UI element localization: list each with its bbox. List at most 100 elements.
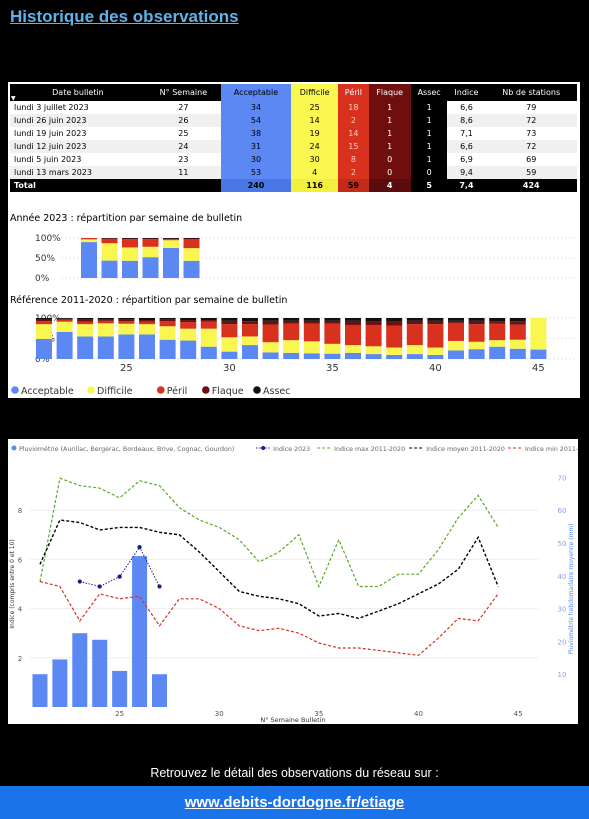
bar-segment <box>303 341 320 354</box>
table-row: lundi 19 juin 2023 25 38 19 14 1 1 7,1 7… <box>10 127 577 140</box>
bar-segment <box>427 347 444 355</box>
bar-segment <box>303 320 320 324</box>
footer-bar: www.debits-dordogne.fr/etiage <box>0 786 589 819</box>
indice-2023-point <box>97 584 102 589</box>
bar-segment <box>81 239 97 243</box>
cell-indice: 6,6 <box>447 140 486 153</box>
cell-acceptable: 54 <box>220 114 292 127</box>
bar-segment <box>283 340 300 353</box>
bar-segment <box>118 318 135 320</box>
bar-segment <box>56 318 73 320</box>
bar-segment <box>122 260 138 278</box>
bar-segment <box>427 318 444 321</box>
legend-label: Indice moyen 2011-2020 <box>426 446 505 453</box>
bar-segment <box>77 321 94 325</box>
column-header-peril[interactable]: Péril <box>338 84 369 101</box>
y-tick-label: 8 <box>18 507 22 515</box>
cell-peril: 8 <box>338 153 369 166</box>
bar-segment <box>139 324 155 335</box>
column-header-date[interactable]: Date bulletin <box>10 84 146 101</box>
y2-tick-label: 30 <box>558 606 567 614</box>
bar-segment <box>406 345 423 355</box>
bar-segment <box>180 340 197 359</box>
bar-segment <box>345 320 361 325</box>
bar-segment <box>489 323 506 341</box>
bar-segment <box>489 340 506 347</box>
indice-2023-point <box>77 579 82 584</box>
bar-segment <box>180 320 197 323</box>
bar-segment <box>345 352 361 359</box>
cell-difficile: 25 <box>291 101 339 114</box>
bar-segment <box>159 321 176 327</box>
bar-segment <box>262 324 279 343</box>
bar-segment <box>122 247 138 261</box>
sort-desc-icon[interactable]: ▼ <box>11 95 16 102</box>
bar-segment <box>242 345 258 359</box>
cell-total-assec: 5 <box>410 179 448 192</box>
bar-segment <box>530 318 547 350</box>
cell-semaine: 24 <box>145 140 221 153</box>
bar-segment <box>221 320 238 325</box>
bar-segment <box>97 323 114 337</box>
x-tick-label: 30 <box>223 363 236 374</box>
rain-bar <box>92 639 108 707</box>
bar-segment <box>56 318 73 319</box>
bar-segment <box>242 321 258 325</box>
legend-label: Acceptable <box>21 386 74 397</box>
y-tick-label: 100% <box>35 234 61 244</box>
bar-segment <box>386 354 403 359</box>
bar-segment <box>468 320 485 325</box>
bar-segment <box>489 321 506 324</box>
legend-label: Indice 2023 <box>273 446 310 453</box>
column-header-stations[interactable]: Nb de stations <box>485 84 577 101</box>
table-row: lundi 26 juin 2023 26 54 14 2 1 1 8,6 72 <box>10 114 577 127</box>
column-header-semaine[interactable]: N° Semaine <box>145 84 221 101</box>
x-tick-label: 25 <box>115 710 124 718</box>
bar-segment <box>468 318 485 321</box>
legend-marker <box>11 386 19 394</box>
bar-segment <box>36 324 52 339</box>
cell-peril: 15 <box>338 140 369 153</box>
footer-text: Retrouvez le détail des observations du … <box>150 766 439 780</box>
bar-segment <box>101 243 118 261</box>
bar-segment <box>101 238 118 239</box>
bar-segment <box>448 322 464 341</box>
bar-segment <box>183 239 200 249</box>
bar-segment <box>163 239 179 241</box>
bar-segment <box>448 318 464 321</box>
column-header-acceptable[interactable]: Acceptable <box>220 84 292 101</box>
bar-segment <box>97 320 114 324</box>
bar-segment <box>200 328 217 347</box>
observations-table: Date bulletin N° Semaine Acceptable Diff… <box>10 84 577 192</box>
cell-indice: 8,6 <box>447 114 486 127</box>
cell-acceptable: 30 <box>220 153 292 166</box>
indice-2023-point <box>117 574 122 579</box>
chart-2023-title: Année 2023 : répartition par semaine de … <box>10 213 243 224</box>
cell-difficile: 19 <box>291 127 339 140</box>
column-header-indice[interactable]: Indice <box>447 84 486 101</box>
legend-label: Pluviométrie (Aurillac, Bergerac, Bordea… <box>19 445 234 453</box>
bar-segment <box>448 340 464 351</box>
column-header-assec[interactable]: Assec <box>410 84 448 101</box>
bar-segment <box>489 318 506 322</box>
cell-total-acceptable: 240 <box>220 179 292 192</box>
bar-segment <box>77 319 94 322</box>
bar-segment <box>324 318 341 321</box>
y-tick-label: 0% <box>35 355 50 365</box>
bar-segment <box>97 318 114 320</box>
cell-flaque: 0 <box>368 166 411 179</box>
column-header-difficile[interactable]: Difficile <box>291 84 339 101</box>
cell-flaque: 1 <box>368 140 411 153</box>
footer-link[interactable]: www.debits-dordogne.fr/etiage <box>184 794 405 811</box>
y-tick-label: 0% <box>35 274 50 284</box>
rain-bar <box>52 659 68 707</box>
x-tick-label: 30 <box>215 710 224 718</box>
bar-segment <box>262 342 279 353</box>
cell-total-label: Total <box>10 179 146 192</box>
bar-segment <box>139 318 155 321</box>
cell-date: lundi 26 juin 2023 <box>10 114 146 127</box>
table-row: lundi 5 juin 2023 23 30 30 8 0 1 6,9 69 <box>10 153 577 166</box>
bar-segment <box>118 334 135 359</box>
column-header-flaque[interactable]: Flaque <box>368 84 411 101</box>
bar-segment <box>200 320 217 322</box>
